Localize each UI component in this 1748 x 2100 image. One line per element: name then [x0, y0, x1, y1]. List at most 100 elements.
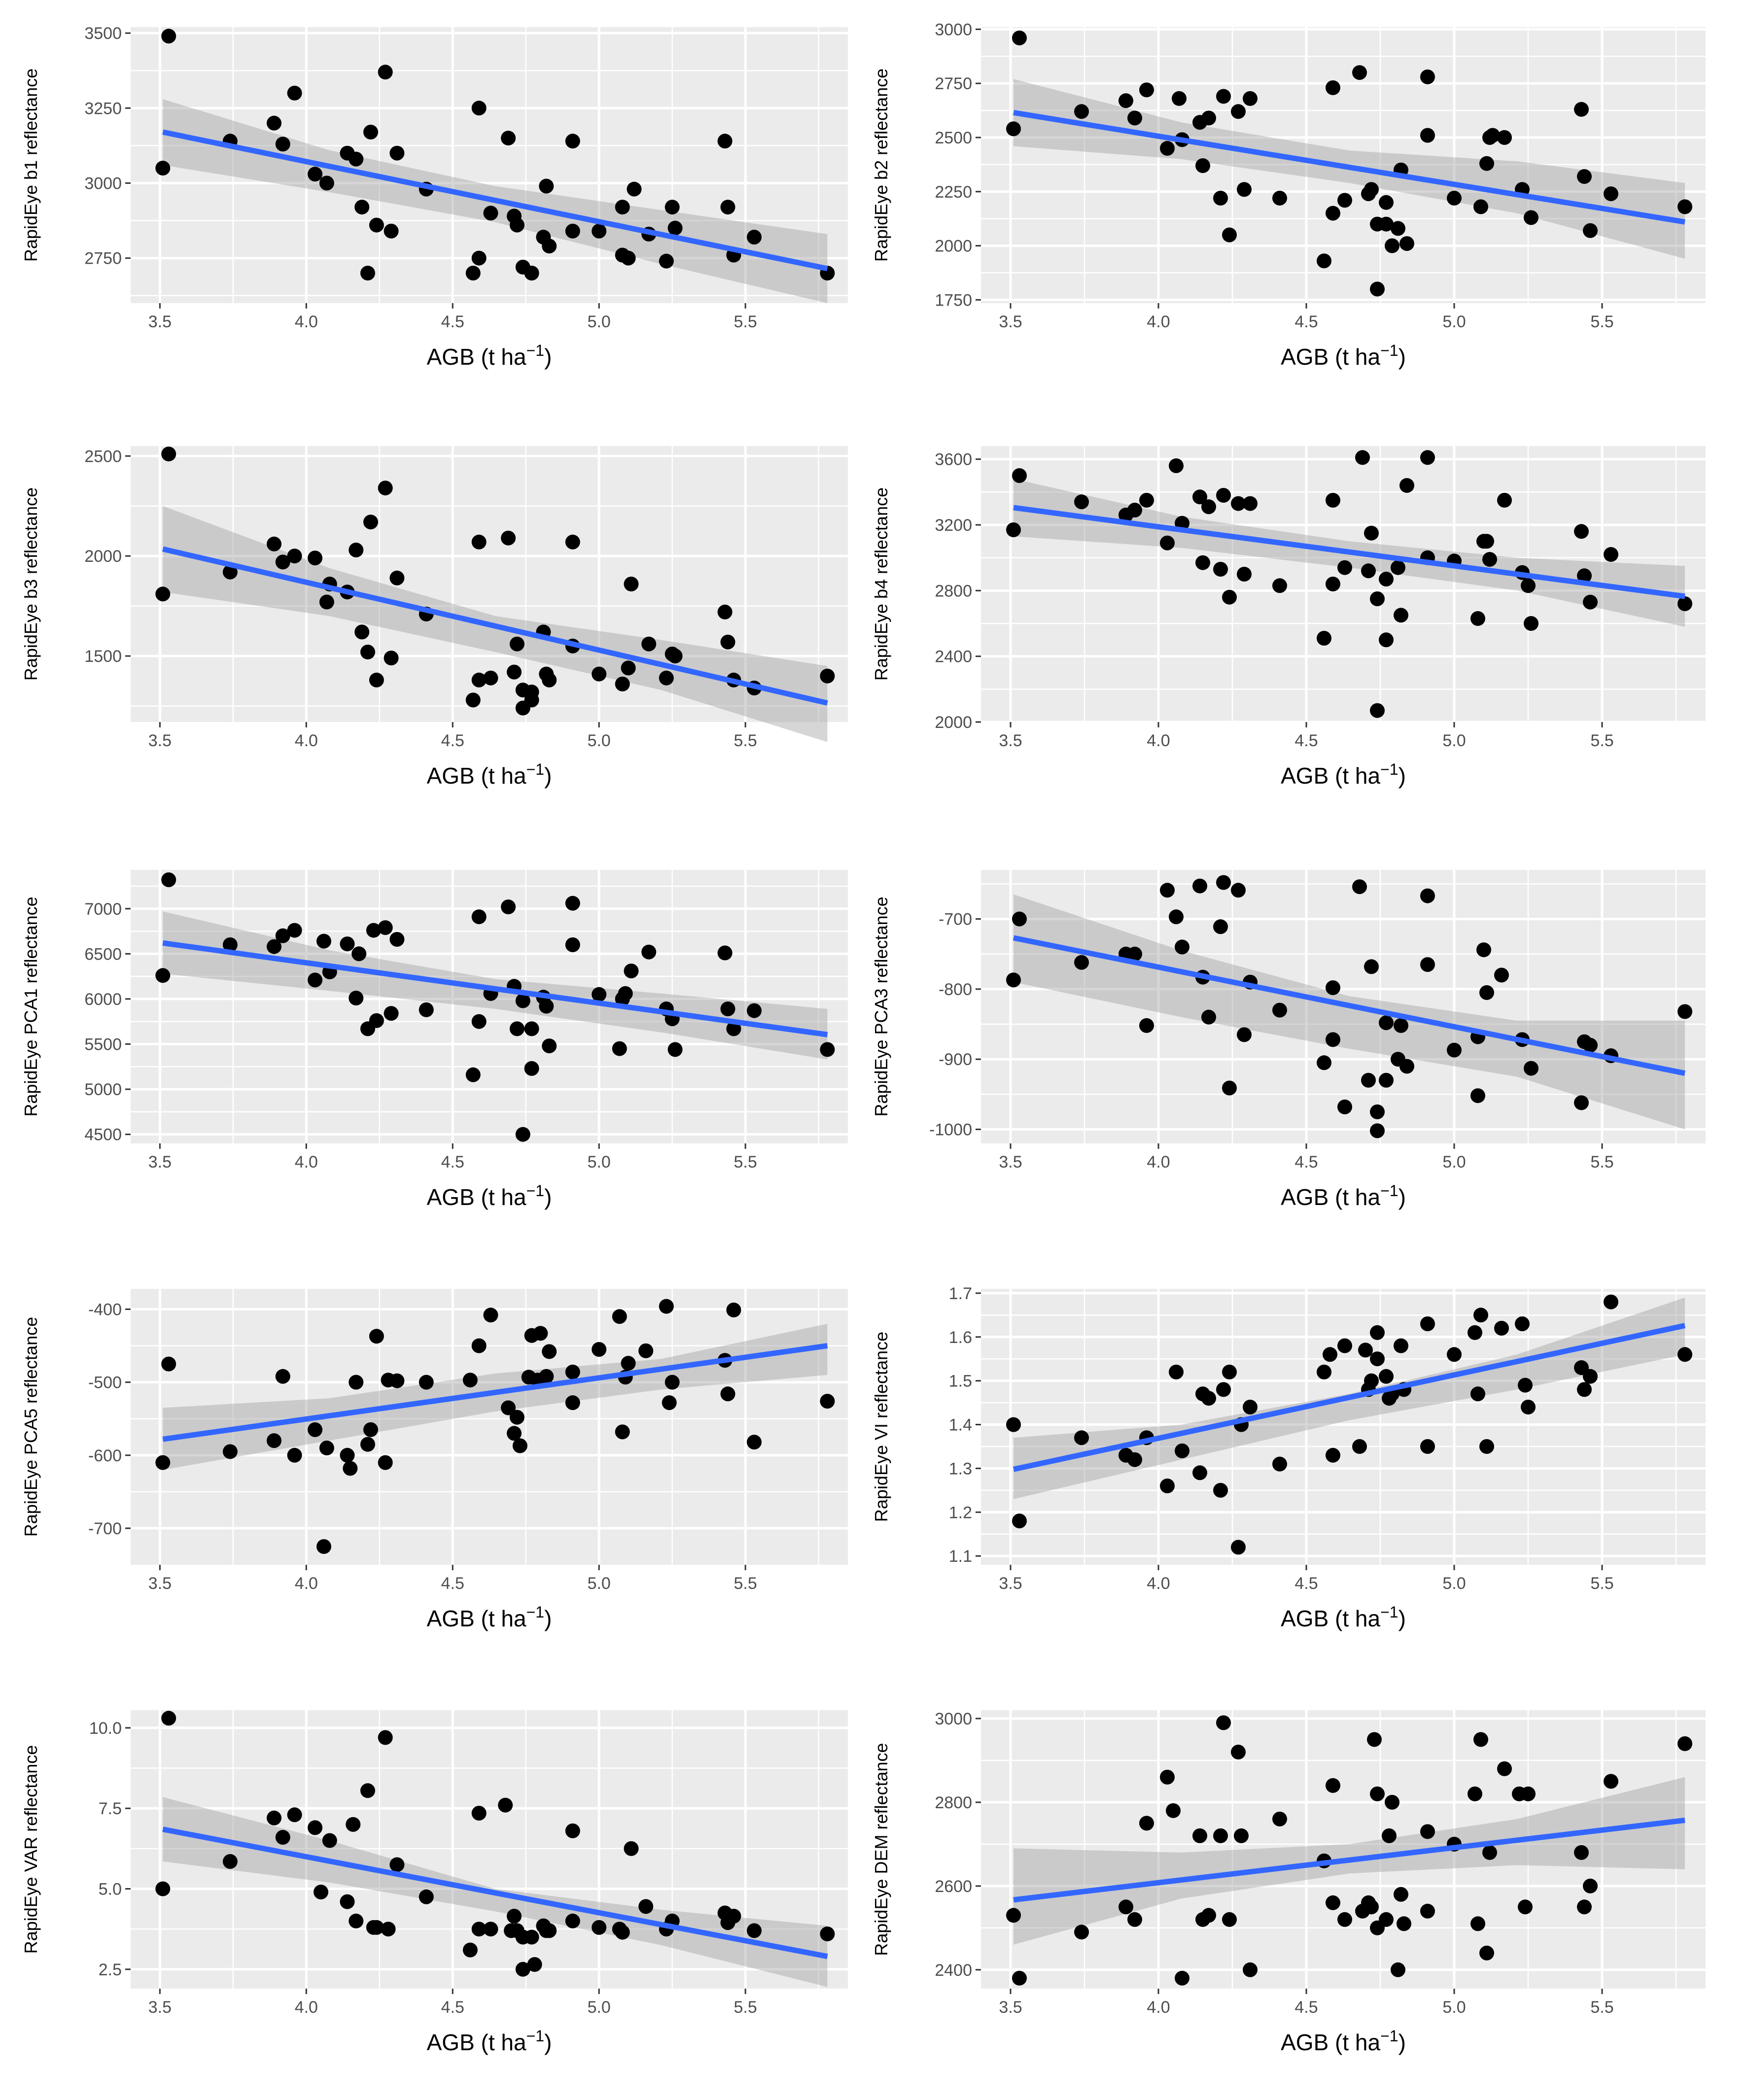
data-point	[638, 1343, 654, 1358]
x-tick-label: 4.5	[441, 1574, 464, 1593]
y-tick-label: 2750	[84, 249, 122, 268]
data-point	[524, 692, 539, 708]
y-tick-label: 2400	[935, 1961, 972, 1980]
data-point	[378, 1730, 393, 1745]
data-point	[515, 993, 530, 1008]
y-tick-label: 2750	[935, 74, 972, 93]
x-axis-title-close: )	[544, 2030, 552, 2055]
x-axis-title-main: AGB (t ha	[427, 1184, 526, 1210]
data-point	[1337, 1912, 1352, 1927]
panel: 3.5 4.0 4.5 5.0 5.5 1750 2000 2250 2500 2750 3000 A…	[871, 20, 1706, 370]
data-point	[349, 991, 364, 1006]
data-point	[1272, 578, 1287, 593]
panel: 3.5 4.0 4.5 5.0 5.5 -1000 -900 -800 -700 AGB (t h…	[871, 870, 1706, 1210]
data-point	[524, 1021, 539, 1036]
y-axis-title: RapidEye DEM reflectance	[871, 1743, 891, 1956]
panel: 3.5 4.0 4.5 5.0 5.5 4500 5000 5500 6000 6500 7000 A…	[21, 870, 848, 1210]
data-point	[483, 1308, 498, 1323]
data-point	[419, 1002, 434, 1017]
x-tick-label: 4.5	[1294, 1153, 1318, 1171]
plot-background	[981, 1289, 1706, 1565]
data-point	[621, 660, 636, 676]
y-tick-label: 1.7	[949, 1284, 972, 1303]
x-axis-title-main: AGB (t ha	[1281, 344, 1380, 370]
data-point	[1497, 1761, 1512, 1776]
data-point	[659, 1299, 674, 1314]
x-axis-title: AGB (t ha−1)	[1281, 1603, 1406, 1631]
data-point	[308, 167, 323, 182]
data-point	[1497, 493, 1512, 508]
data-point	[369, 1329, 384, 1344]
y-tick-label: 7000	[84, 900, 122, 919]
y-tick-label: -600	[88, 1446, 122, 1465]
panel: 3.5 4.0 4.5 5.0 5.5 1500 2000 2500 AGB (t ha−1) R…	[21, 446, 848, 789]
data-point	[465, 266, 481, 281]
data-point	[747, 1435, 762, 1450]
data-point	[1160, 1769, 1175, 1785]
x-axis-title-main: AGB (t ha	[1281, 1606, 1380, 1631]
data-point	[1201, 1009, 1216, 1025]
x-axis-title-superscript: −1	[526, 2027, 544, 2045]
data-point	[1482, 552, 1497, 567]
data-point	[747, 1003, 762, 1018]
data-point	[539, 178, 554, 194]
y-tick-label: -700	[88, 1519, 122, 1538]
data-point	[612, 1309, 627, 1324]
x-axis-title-superscript: −1	[1380, 760, 1398, 778]
x-axis-title: AGB (t ha−1)	[427, 2027, 552, 2055]
data-point	[1222, 1912, 1237, 1927]
data-point	[419, 1375, 434, 1390]
data-point	[1006, 522, 1021, 537]
y-tick-label: 3250	[84, 99, 122, 118]
data-point	[287, 923, 302, 938]
data-point	[1213, 1482, 1228, 1498]
data-point	[1326, 980, 1340, 996]
data-point	[1397, 1916, 1411, 1931]
x-axis-title-superscript: −1	[526, 760, 544, 778]
y-tick-label: 2250	[935, 183, 972, 202]
data-point	[501, 530, 516, 546]
data-point	[615, 676, 630, 691]
data-point	[524, 1061, 539, 1076]
x-axis-title-main: AGB (t ha	[427, 344, 526, 370]
data-point	[515, 1962, 530, 1977]
data-point	[1139, 493, 1154, 508]
y-tick-label: -1000	[929, 1121, 972, 1139]
data-point	[1169, 458, 1184, 473]
data-point	[1326, 1778, 1340, 1793]
data-point	[592, 223, 607, 239]
data-point	[1361, 1072, 1376, 1088]
data-point	[1352, 1439, 1367, 1454]
data-point	[720, 1001, 735, 1017]
data-point	[267, 939, 281, 954]
x-tick-label: 4.5	[1294, 1998, 1318, 2017]
data-point	[1515, 1316, 1530, 1332]
x-tick-label: 5.0	[1442, 731, 1466, 750]
x-axis-title-close: )	[544, 1606, 552, 1631]
data-point	[1678, 1347, 1692, 1362]
panel: 3.5 4.0 4.5 5.0 5.5 1.1 1.2 1.3 1.4 1.5 1.6 1.7 AGB …	[871, 1284, 1706, 1631]
data-point	[1385, 1794, 1399, 1810]
data-point	[1213, 919, 1228, 934]
x-tick-label: 4.5	[441, 1153, 464, 1171]
data-point	[1006, 1417, 1021, 1432]
data-point	[1574, 524, 1589, 539]
data-point	[471, 250, 487, 266]
y-tick-label: -400	[88, 1300, 122, 1319]
data-point	[726, 1303, 741, 1317]
data-point	[1231, 1540, 1246, 1555]
data-point	[1583, 594, 1598, 610]
data-point	[1243, 1400, 1258, 1414]
data-point	[155, 586, 171, 602]
data-point	[287, 85, 302, 101]
data-point	[1473, 1732, 1488, 1747]
data-point	[1361, 563, 1376, 579]
data-point	[1604, 186, 1618, 202]
x-tick-label: 5.0	[588, 312, 611, 331]
x-tick-label: 5.5	[1590, 731, 1613, 750]
data-point	[275, 928, 290, 943]
y-axis-title: RapidEye PCA1 reflectance	[21, 896, 41, 1116]
data-point	[1470, 1088, 1485, 1103]
data-point	[667, 1042, 683, 1057]
data-point	[381, 1922, 396, 1937]
